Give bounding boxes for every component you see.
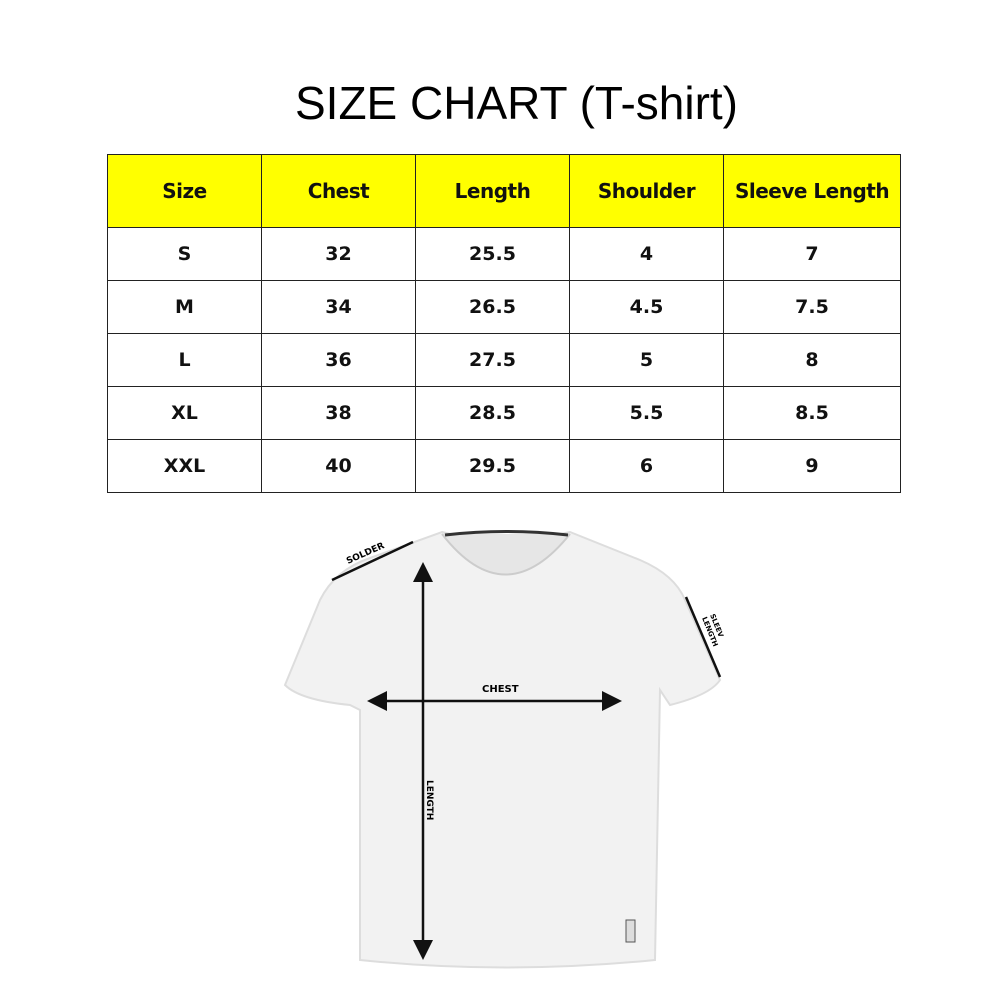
cell: 7.5	[723, 280, 901, 334]
cell: XXL	[107, 439, 262, 493]
shoulder-line	[331, 540, 414, 582]
length-label: LENGTH	[424, 780, 434, 820]
table-row: L 36 27.5 5 8	[107, 333, 901, 387]
cell: 36	[261, 333, 416, 387]
header-row: Size Chest Length Shoulder Sleeve Length	[107, 154, 901, 228]
page-title: SIZE CHART (T-shirt)	[295, 77, 738, 129]
cell: 7	[723, 227, 901, 281]
tshirt-shape	[283, 530, 722, 969]
header-shoulder: Shoulder	[569, 154, 724, 228]
tshirt-diagram: SOLDER LENGTH CHEST SLEEV LENGTH	[283, 530, 725, 969]
cell: M	[107, 280, 262, 334]
cell: 40	[261, 439, 416, 493]
collar-trim	[444, 530, 569, 537]
cell: 28.5	[415, 386, 570, 440]
size-table: Size Chest Length Shoulder Sleeve Length…	[107, 154, 901, 493]
cell: 4.5	[569, 280, 724, 334]
sleeve-line	[684, 596, 722, 678]
cell: 8.5	[723, 386, 901, 440]
table-row: S 32 25.5 4 7	[107, 227, 901, 281]
cell: 9	[723, 439, 901, 493]
cell: 8	[723, 333, 901, 387]
brand-tag	[625, 919, 636, 943]
cell: XL	[107, 386, 262, 440]
cell: L	[107, 333, 262, 387]
table-row: XXL 40 29.5 6 9	[107, 439, 901, 493]
cell: 4	[569, 227, 724, 281]
header-length: Length	[415, 154, 570, 228]
chest-label: CHEST	[482, 684, 519, 695]
cell: 38	[261, 386, 416, 440]
table-row: M 34 26.5 4.5 7.5	[107, 280, 901, 334]
header-size: Size	[107, 154, 262, 228]
cell: 25.5	[415, 227, 570, 281]
header-chest: Chest	[261, 154, 416, 228]
cell: 27.5	[415, 333, 570, 387]
cell: 34	[261, 280, 416, 334]
cell: 26.5	[415, 280, 570, 334]
header-sleeve-length: Sleeve Length	[723, 154, 901, 228]
collar	[441, 533, 571, 576]
cell: 32	[261, 227, 416, 281]
cell: 6	[569, 439, 724, 493]
cell: 29.5	[415, 439, 570, 493]
table-row: XL 38 28.5 5.5 8.5	[107, 386, 901, 440]
cell: 5	[569, 333, 724, 387]
cell: S	[107, 227, 262, 281]
cell: 5.5	[569, 386, 724, 440]
